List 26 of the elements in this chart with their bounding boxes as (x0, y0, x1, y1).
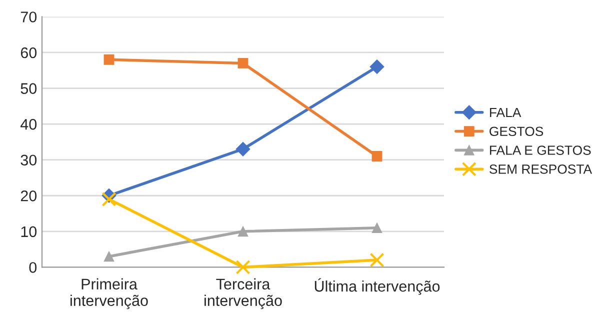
legend-label: SEM RESPOSTA (490, 164, 592, 174)
y-tick-label: 20 (20, 190, 37, 202)
point (102, 192, 116, 206)
y-tick-label: 10 (21, 226, 37, 238)
point (238, 58, 248, 68)
point (370, 60, 384, 74)
point (370, 252, 384, 268)
y-tick-label: 50 (20, 83, 37, 94)
y-tick-label: 30 (20, 154, 37, 166)
x-tick-label: Primeira intervenção (70, 278, 148, 310)
point (372, 222, 382, 234)
point (238, 226, 248, 237)
y-tick-label: 70 (20, 12, 37, 22)
point (236, 260, 250, 274)
legend-label: GESTOS (490, 126, 544, 136)
y-tick-label: 60 (20, 47, 37, 58)
x-tick-label: Última intervenção (314, 278, 440, 295)
legend-label: FALA E GESTOS (490, 146, 591, 155)
point (104, 251, 114, 262)
point (236, 142, 250, 156)
point (372, 151, 382, 162)
y-tick-label: 0 (29, 262, 37, 273)
y-tick-label: 40 (20, 118, 37, 130)
legend-label: FALA (490, 108, 522, 118)
x-tick-label: Terceira intervenção (204, 278, 282, 310)
point (104, 54, 114, 65)
